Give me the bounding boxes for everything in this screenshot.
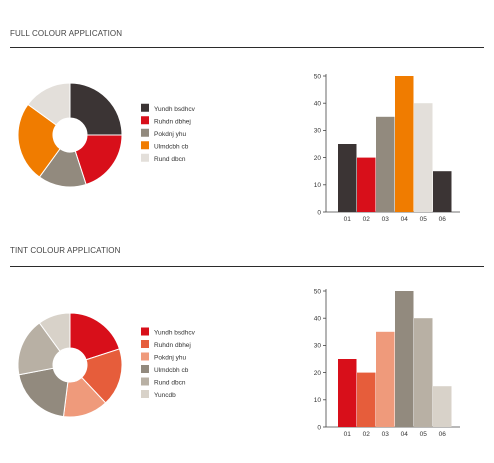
bar [376,331,395,427]
section-title-full-colour: FULL COLOUR APPLICATION [10,29,123,38]
legend-swatch [141,365,149,373]
legend-label: Ulmdcbh cb [154,143,189,150]
bar [395,76,414,212]
legend-label: Yuncdb [154,392,176,399]
bar [433,171,452,212]
y-tick-label: 10 [314,397,322,404]
bar [414,318,433,427]
pie-slice [69,82,123,136]
y-tick-label: 10 [314,182,322,189]
legend-label: Yundh bsdhcv [154,330,196,337]
bar [338,359,357,427]
bar [395,291,414,427]
y-tick-label: 50 [314,288,322,295]
legend-swatch [141,141,149,150]
section-divider [10,266,484,267]
x-tick-label: 05 [420,431,428,438]
legend-swatch [141,327,149,336]
legend-swatch [141,390,149,398]
legend-label: Pokdnj yhu [154,355,187,362]
bar-chart-tint-colour: 0 10 20 30 40 50 01 02 03 04 05 06 [314,288,460,438]
section-divider [10,47,484,48]
section-title-tint-colour: TINT COLOUR APPLICATION [10,246,121,255]
pie-slice [18,367,69,418]
x-tick-label: 03 [382,216,390,223]
legend-swatch [141,340,149,348]
x-tick-label: 01 [344,216,352,223]
pie-chart-tint-colour: Yundh bsdhcv Ruhdn dbhej Pokdnj yhu Ulmdcbh… [17,312,196,418]
bar-chart-full-colour: 0 10 20 30 40 50 01 02 03 04 05 06 [314,73,460,223]
y-tick-label: 30 [314,343,322,350]
legend-swatch [141,352,149,361]
y-tick-label: 40 [314,101,322,108]
legend-swatch [141,377,149,386]
x-tick-label: 06 [439,216,447,223]
y-tick-label: 50 [314,73,322,80]
x-tick-label: 06 [439,431,447,438]
legend-label: Yundh bsdhcv [154,106,196,113]
y-tick-label: 0 [317,424,321,431]
legend-label: Ruhdn dbhej [154,342,191,349]
x-tick-label: 04 [401,216,409,223]
y-tick-label: 0 [317,209,321,216]
bar [376,116,395,212]
y-tick-label: 20 [314,370,322,377]
legend-label: Ulmdcbh cb [154,367,189,374]
pie-slice [17,103,61,178]
x-tick-label: 02 [363,216,371,223]
x-tick-label: 05 [420,216,428,223]
x-tick-label: 02 [363,431,371,438]
legend-swatch [141,128,149,137]
legend-swatch [141,103,149,112]
legend-swatch [141,116,149,125]
pie-slice [38,312,71,352]
legend-label: Ruhdn dbhej [154,118,191,125]
legend-swatch [141,153,149,162]
bar [414,103,433,212]
y-tick-label: 20 [314,155,322,162]
bar [338,144,357,212]
x-tick-label: 04 [401,431,409,438]
bar [433,386,452,427]
bar [357,157,376,212]
pie-chart-full-colour: Yundh bsdhcv Ruhdn dbhej Pokdnj yhu Ulmdcbh… [17,82,196,188]
x-tick-label: 01 [344,431,352,438]
bar [357,372,376,427]
legend-label: Pokdnj yhu [154,131,187,138]
x-tick-label: 03 [382,431,390,438]
y-tick-label: 30 [314,128,322,135]
y-tick-label: 40 [314,316,322,323]
legend-label: Rund dbcn [154,380,186,387]
legend-label: Rund dbcn [154,156,186,163]
pie-slice [27,82,71,126]
